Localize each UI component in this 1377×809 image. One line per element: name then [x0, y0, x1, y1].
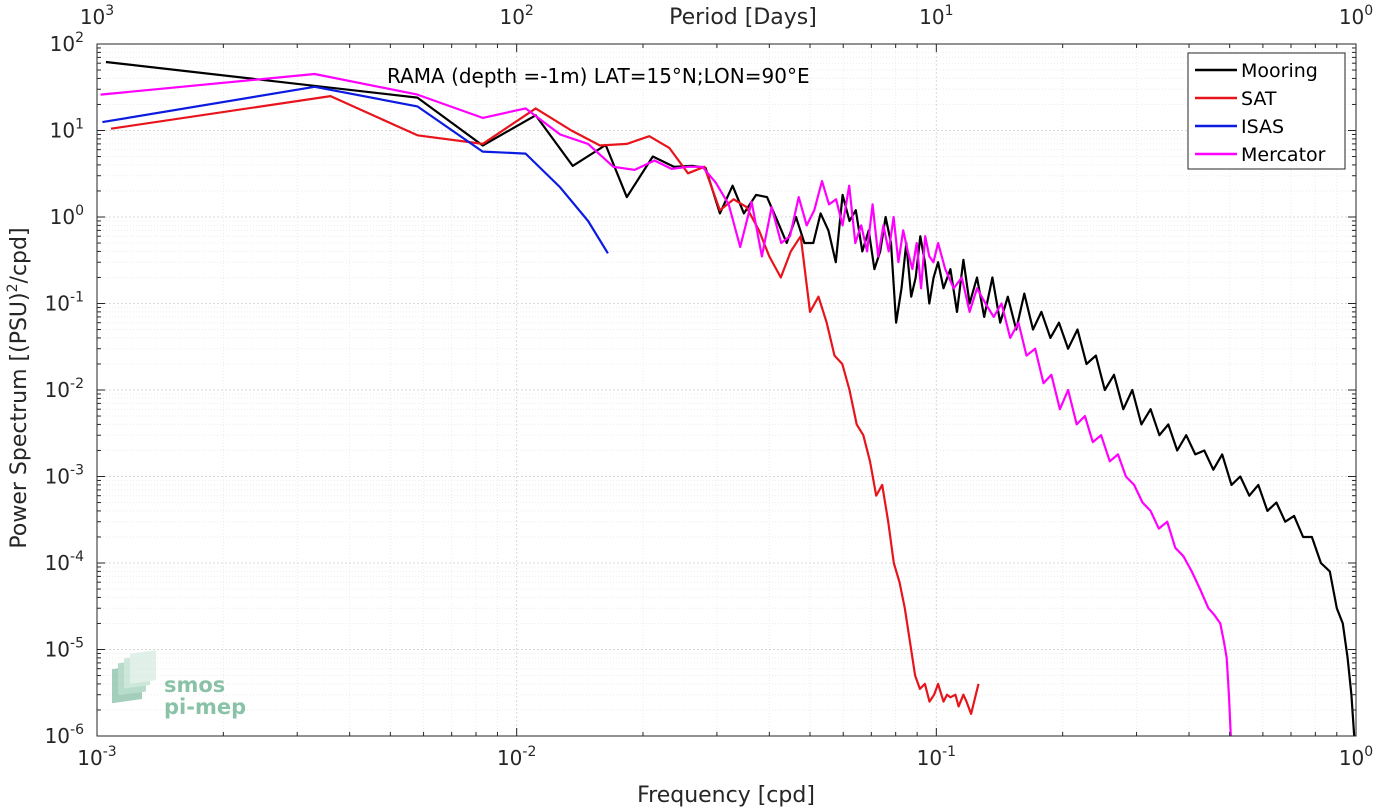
y-tick-label-exp: 2 [75, 30, 84, 46]
y-tick-label-exp: -4 [70, 549, 84, 565]
legend: Mooring SAT ISAS Mercator [1187, 52, 1346, 170]
y-tick-label: 10-1 [45, 290, 84, 316]
top-tick-labels: 103 102 101 100 [80, 3, 1373, 29]
y-tick-label: 10-2 [45, 376, 84, 402]
y-tick-label: 102 [50, 30, 84, 56]
top-tick-label-base: 10 [1339, 5, 1364, 29]
y-tick-label-exp: -6 [70, 722, 84, 738]
y-tick-label-exp: -3 [70, 463, 84, 479]
series-line-mercator [100, 72, 1232, 737]
top-tick-label-exp: 3 [105, 3, 114, 19]
y-tick-label: 10-6 [45, 722, 85, 748]
y-tick-label-exp: -2 [70, 376, 84, 392]
legend-label-mooring: Mooring [1241, 60, 1318, 82]
y-tick-label-base: 10 [50, 205, 75, 229]
x-tick-label-base: 10 [497, 746, 522, 770]
x-tick-label: 10-2 [497, 744, 536, 770]
y-tick-label-base: 10 [50, 119, 75, 143]
watermark-logo: smos pi-mep [112, 650, 246, 719]
y-tick-label-base: 10 [45, 724, 70, 748]
legend-label-mercator: Mercator [1241, 144, 1326, 166]
top-tick-label-base: 10 [80, 5, 105, 29]
top-tick-label: 101 [919, 3, 953, 29]
watermark-line2: pi-mep [164, 695, 246, 719]
watermark-line1: smos [164, 673, 225, 697]
x-tick-label-exp: -2 [522, 744, 536, 760]
y-tick-label: 10-3 [45, 463, 84, 489]
top-tick-label-exp: 2 [525, 3, 534, 19]
top-tick-label: 102 [499, 3, 533, 29]
y-axis-title-sup: 2 [5, 283, 21, 292]
series-group [100, 60, 1356, 737]
watermark-icon [112, 650, 156, 704]
y-axis-title-main: Power Spectrum [(PSU) [7, 292, 32, 548]
y-axis-title: Power Spectrum [(PSU)2/cpd] [5, 227, 32, 548]
x-tick-label-base: 10 [77, 746, 102, 770]
y-tick-label: 10-5 [45, 636, 84, 662]
y-tick-label-base: 10 [45, 551, 70, 575]
y-tick-label: 100 [50, 203, 84, 229]
y-tick-label-base: 10 [45, 378, 70, 402]
y-tick-label: 10-4 [45, 549, 85, 575]
legend-label-sat: SAT [1241, 88, 1277, 110]
y-tick-label-exp: -1 [70, 290, 84, 306]
y-tick-label-exp: 1 [75, 117, 84, 133]
y-tick-label: 101 [50, 117, 84, 143]
x-tick-label-exp: -3 [103, 744, 117, 760]
y-tick-label-base: 10 [45, 292, 70, 316]
x-tick-label-exp: -1 [942, 744, 956, 760]
ticks [96, 43, 1357, 737]
x-tick-label: 100 [1339, 744, 1373, 770]
legend-box [1187, 52, 1346, 170]
x-tick-label-base: 10 [917, 746, 942, 770]
y-tick-label-base: 10 [50, 32, 75, 56]
top-axis-title: Period [Days] [669, 5, 817, 30]
top-tick-label: 103 [80, 3, 114, 29]
top-tick-label-exp: 1 [945, 3, 954, 19]
y-tick-label-exp: -5 [70, 636, 84, 652]
top-tick-label-base: 10 [919, 5, 944, 29]
series-line-sat [110, 94, 980, 716]
y-tick-label-base: 10 [45, 638, 70, 662]
x-tick-label-exp: 0 [1364, 744, 1373, 760]
y-tick-label-base: 10 [45, 465, 70, 489]
y-axis-title-tail: /cpd] [7, 227, 32, 283]
x-tick-label-base: 10 [1339, 746, 1364, 770]
y-tick-label-exp: 0 [75, 203, 84, 219]
top-tick-label-exp: 0 [1364, 3, 1373, 19]
grid [96, 44, 1356, 737]
x-tick-labels: 10-3 10-2 10-1 100 [77, 744, 1373, 770]
x-tick-label: 10-1 [917, 744, 956, 770]
chart-title-annotation: RAMA (depth =-1m) LAT=15°N;LON=90°E [387, 64, 810, 88]
top-tick-label: 100 [1339, 3, 1373, 29]
x-axis-title: Frequency [cpd] [637, 783, 815, 808]
x-tick-label: 10-3 [77, 744, 116, 770]
top-tick-label-base: 10 [499, 5, 524, 29]
series-line-isas [102, 85, 609, 254]
legend-label-isas: ISAS [1241, 116, 1284, 138]
